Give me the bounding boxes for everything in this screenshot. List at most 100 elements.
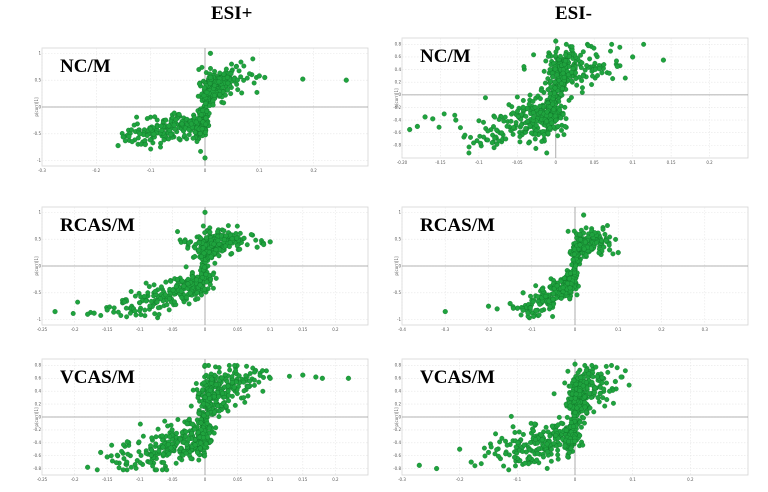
data-point <box>158 123 164 129</box>
data-point <box>492 114 498 120</box>
data-point <box>256 379 262 385</box>
data-point <box>134 114 140 120</box>
data-point <box>614 58 619 64</box>
data-point <box>252 382 257 388</box>
data-point <box>218 233 224 239</box>
data-point <box>202 394 208 400</box>
data-point <box>561 74 567 80</box>
data-point <box>526 101 532 107</box>
data-point <box>199 126 205 132</box>
data-point <box>132 308 138 314</box>
data-point <box>213 425 219 431</box>
data-point <box>601 62 607 68</box>
y-tick-label: 0.2 <box>395 401 402 406</box>
data-point <box>539 139 545 144</box>
x-tick-label: -0.2 <box>485 327 493 332</box>
data-point <box>482 95 488 101</box>
data-point <box>518 122 524 128</box>
data-point <box>578 65 584 71</box>
data-point <box>587 405 593 411</box>
x-tick-label: 0.1 <box>629 160 636 165</box>
data-point <box>124 314 130 320</box>
data-point-outlier <box>595 395 601 401</box>
data-point <box>223 403 229 409</box>
data-point <box>166 123 172 129</box>
data-point <box>553 432 559 438</box>
data-point-outlier <box>416 462 422 468</box>
data-point <box>589 82 595 88</box>
data-point <box>185 281 191 287</box>
data-point <box>530 110 536 116</box>
data-point <box>520 307 526 313</box>
data-point <box>175 417 181 422</box>
data-point-outlier <box>267 239 273 245</box>
data-point <box>198 440 204 446</box>
x-tick-label: 0.15 <box>298 327 307 332</box>
data-point <box>510 424 516 430</box>
data-point <box>131 122 137 128</box>
data-point <box>161 460 167 465</box>
data-point <box>496 453 501 459</box>
x-tick-label: -0.05 <box>167 477 178 482</box>
data-point <box>573 76 579 82</box>
data-point <box>241 379 247 385</box>
data-point <box>244 242 250 248</box>
data-point <box>558 115 564 121</box>
data-point <box>188 121 194 127</box>
data-point <box>197 116 203 122</box>
data-point <box>192 245 198 251</box>
data-point <box>158 144 163 150</box>
data-point <box>237 246 243 252</box>
x-tick-label: 0.1 <box>256 168 263 173</box>
data-point-outlier <box>142 141 148 148</box>
data-point <box>531 428 536 434</box>
data-point <box>196 81 202 87</box>
data-point <box>232 362 238 368</box>
data-point <box>178 288 184 294</box>
data-point <box>567 383 573 389</box>
data-point <box>561 132 567 138</box>
data-point <box>562 275 568 281</box>
data-point <box>550 101 556 107</box>
y-axis-label: p(corr)[1] <box>34 97 39 117</box>
data-point <box>597 391 603 397</box>
y-tick-label: 0.5 <box>35 236 42 241</box>
data-point <box>244 75 250 81</box>
data-point <box>567 403 573 409</box>
data-point <box>594 240 599 246</box>
data-point <box>156 448 162 454</box>
data-point <box>188 403 194 409</box>
data-point <box>525 310 531 316</box>
x-tick-label: 0.05 <box>233 327 242 332</box>
data-point-outlier <box>115 143 121 149</box>
data-point <box>589 232 595 238</box>
data-points <box>442 212 621 321</box>
data-point <box>128 127 134 133</box>
data-point <box>583 380 589 385</box>
y-axis-label: p(corr)[1] <box>34 256 39 276</box>
data-point <box>166 307 172 313</box>
y-tick-label: -0.5 <box>393 290 401 295</box>
data-point <box>183 450 189 456</box>
data-point <box>162 418 168 424</box>
data-point <box>196 240 202 246</box>
data-point <box>200 223 206 229</box>
data-point <box>233 64 239 70</box>
data-point <box>517 134 523 140</box>
data-point <box>520 431 526 437</box>
data-point <box>198 254 204 259</box>
data-point <box>192 426 198 432</box>
data-point <box>215 403 221 409</box>
data-point <box>245 384 251 389</box>
data-point <box>181 283 187 289</box>
data-point <box>565 368 571 374</box>
data-point <box>223 66 229 72</box>
data-points <box>115 50 349 161</box>
x-tick-label: -0.05 <box>167 327 178 332</box>
data-point <box>579 60 585 66</box>
data-point <box>231 384 237 390</box>
data-point <box>563 116 569 122</box>
chart-panel-esi-plus-nc-m: -0.3 -0.2 -0.1 0 0.1 0.2 1 0.5 0 -0.5 -1 p(corr)[1]… <box>33 44 372 176</box>
data-point <box>243 373 249 379</box>
data-point <box>565 228 571 234</box>
